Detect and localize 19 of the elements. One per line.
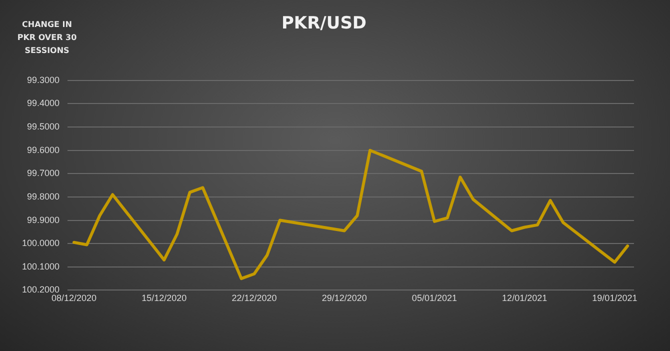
x-tick-label: 12/01/2021 <box>502 293 548 304</box>
y-tick-label: 99.8000 <box>26 191 60 202</box>
y-tick-label: 99.7000 <box>26 168 60 178</box>
x-tick-label: 19/01/2021 <box>592 293 638 304</box>
x-tick-label: 08/12/2020 <box>51 293 96 304</box>
y-tick-label: 99.3000 <box>26 74 60 85</box>
y-tick-label: 100.1000 <box>22 261 60 272</box>
y-tick-label: 99.6000 <box>26 144 60 155</box>
y-tick-label: 100.0000 <box>22 238 60 248</box>
x-tick-label: 05/01/2021 <box>412 293 457 304</box>
y-tick-label: 99.4000 <box>26 98 60 108</box>
y-tick-label: 99.5000 <box>26 122 60 132</box>
y-axis-title: CHANGE IN PKR OVER 30 SESSIONS <box>16 19 78 57</box>
x-tick-label: 15/12/2020 <box>142 293 187 304</box>
x-tick-label: 29/12/2020 <box>322 293 367 304</box>
y-tick-label: 99.9000 <box>26 214 60 225</box>
y-tick-label: 100.2000 <box>22 284 60 295</box>
chart-title: PKR/USD <box>281 14 367 34</box>
x-tick-label: 22/12/2020 <box>232 293 277 304</box>
